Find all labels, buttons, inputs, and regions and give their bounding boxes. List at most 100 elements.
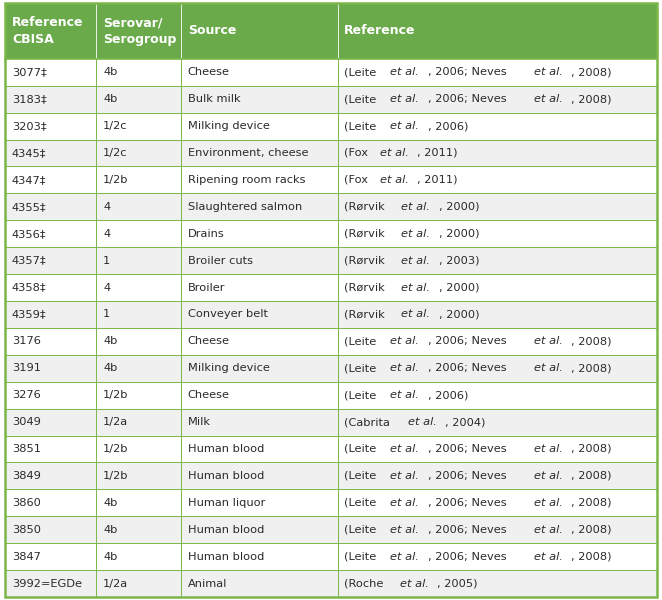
Text: , 2000): , 2000) <box>439 202 479 212</box>
Bar <box>5 409 97 436</box>
Text: , 2008): , 2008) <box>571 525 612 535</box>
Bar <box>181 463 338 490</box>
Bar <box>97 59 181 86</box>
Text: , 2011): , 2011) <box>417 175 457 185</box>
Text: , 2008): , 2008) <box>571 94 612 104</box>
Text: 3847: 3847 <box>12 551 41 562</box>
Bar <box>181 247 338 274</box>
Text: Human blood: Human blood <box>188 444 264 454</box>
Text: et al.: et al. <box>391 471 419 481</box>
Text: 3176: 3176 <box>12 337 41 346</box>
Bar <box>338 274 657 301</box>
Bar <box>181 166 338 193</box>
Bar <box>181 543 338 570</box>
Text: 1: 1 <box>103 310 111 319</box>
Text: et al.: et al. <box>534 498 563 508</box>
Text: , 2006; Neves: , 2006; Neves <box>428 498 510 508</box>
Text: 4: 4 <box>103 229 111 239</box>
Text: (Rørvik: (Rørvik <box>344 310 389 319</box>
Text: Milking device: Milking device <box>188 121 269 131</box>
Text: et al.: et al. <box>401 202 430 212</box>
Text: , 2003): , 2003) <box>439 256 479 266</box>
Bar <box>338 570 657 597</box>
Bar <box>5 301 97 328</box>
Text: (Rørvik: (Rørvik <box>344 202 389 212</box>
Text: 4b: 4b <box>103 551 117 562</box>
Text: , 2006; Neves: , 2006; Neves <box>428 337 510 346</box>
Text: Serovar/
Serogroup: Serovar/ Serogroup <box>103 16 177 46</box>
Bar <box>181 328 338 355</box>
Bar <box>338 3 657 59</box>
Bar <box>5 86 97 113</box>
Text: 4347‡: 4347‡ <box>12 175 46 185</box>
Text: (Leite: (Leite <box>344 337 380 346</box>
Text: 4: 4 <box>103 202 111 212</box>
Bar <box>97 86 181 113</box>
Bar <box>97 328 181 355</box>
Bar <box>338 59 657 86</box>
Text: 4b: 4b <box>103 67 117 77</box>
Bar <box>97 516 181 543</box>
Bar <box>181 382 338 409</box>
Text: (Roche: (Roche <box>344 578 387 589</box>
Bar <box>181 490 338 516</box>
Text: 4359‡: 4359‡ <box>12 310 46 319</box>
Bar <box>338 301 657 328</box>
Text: Reference
CBISA: Reference CBISA <box>12 16 83 46</box>
Bar <box>5 463 97 490</box>
Text: 4355‡: 4355‡ <box>12 202 46 212</box>
Bar <box>338 328 657 355</box>
Text: 1/2b: 1/2b <box>103 444 128 454</box>
Bar <box>5 166 97 193</box>
Text: , 2006; Neves: , 2006; Neves <box>428 525 510 535</box>
Text: (Rørvik: (Rørvik <box>344 229 389 239</box>
Bar <box>5 328 97 355</box>
Text: , 2006): , 2006) <box>428 390 468 400</box>
Text: (Leite: (Leite <box>344 390 380 400</box>
Text: (Rørvik: (Rørvik <box>344 256 389 266</box>
Bar <box>338 113 657 140</box>
Bar <box>5 140 97 166</box>
Text: et al.: et al. <box>391 525 419 535</box>
Bar <box>181 113 338 140</box>
Bar <box>97 463 181 490</box>
Text: 1/2b: 1/2b <box>103 390 128 400</box>
Text: 1/2c: 1/2c <box>103 148 128 158</box>
Text: Environment, cheese: Environment, cheese <box>188 148 308 158</box>
Text: 3077‡: 3077‡ <box>12 67 46 77</box>
Text: et al.: et al. <box>391 390 419 400</box>
Text: (Leite: (Leite <box>344 94 380 104</box>
Text: et al.: et al. <box>391 67 419 77</box>
Bar <box>97 140 181 166</box>
Bar <box>5 274 97 301</box>
Text: Milk: Milk <box>188 417 211 427</box>
Text: Animal: Animal <box>188 578 227 589</box>
Bar <box>181 86 338 113</box>
Bar <box>97 490 181 516</box>
Bar <box>338 355 657 382</box>
Bar <box>97 3 181 59</box>
Text: et al.: et al. <box>391 337 419 346</box>
Bar <box>97 543 181 570</box>
Text: 3203‡: 3203‡ <box>12 121 46 131</box>
Bar <box>181 220 338 247</box>
Text: (Leite: (Leite <box>344 471 380 481</box>
Text: (Fox: (Fox <box>344 148 372 158</box>
Bar <box>338 220 657 247</box>
Text: (Leite: (Leite <box>344 121 380 131</box>
Text: et al.: et al. <box>391 94 419 104</box>
Text: et al.: et al. <box>534 67 563 77</box>
Text: 4b: 4b <box>103 525 117 535</box>
Text: 4357‡: 4357‡ <box>12 256 46 266</box>
Bar <box>338 382 657 409</box>
Text: Conveyer belt: Conveyer belt <box>188 310 268 319</box>
Bar <box>97 274 181 301</box>
Text: , 2008): , 2008) <box>571 471 612 481</box>
Text: 3183‡: 3183‡ <box>12 94 46 104</box>
Bar <box>181 3 338 59</box>
Bar <box>338 247 657 274</box>
Text: , 2006; Neves: , 2006; Neves <box>428 444 510 454</box>
Text: , 2006): , 2006) <box>428 121 468 131</box>
Bar <box>181 570 338 597</box>
Bar <box>181 409 338 436</box>
